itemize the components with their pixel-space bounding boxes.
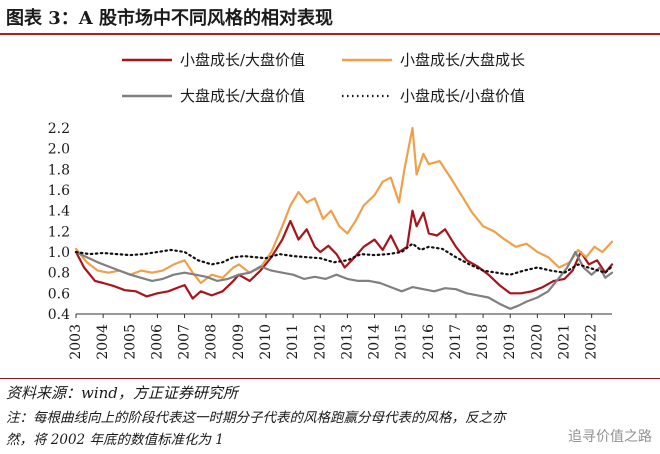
x-tick-label: 2010: [258, 324, 274, 360]
legend-label-2: 小盘成长/大盘成长: [400, 51, 525, 69]
x-tick-label: 2019: [502, 324, 518, 360]
source-text: 资料来源：wind，方正证券研究所: [6, 384, 238, 402]
footer-divider: [0, 378, 660, 379]
series-line-2: [74, 126, 614, 285]
series-line-1: [74, 209, 614, 300]
y-tick-label: 0.6: [48, 286, 70, 302]
series-line-4: [74, 242, 614, 276]
x-tick-label: 2006: [149, 324, 165, 360]
y-tick-label: 1.6: [48, 183, 70, 199]
y-tick-label: 0.8: [48, 266, 70, 282]
y-tick-label: 1.2: [48, 224, 70, 240]
x-tick-label: 2003: [68, 324, 84, 360]
x-tick-label: 2007: [177, 324, 193, 360]
watermark: 追寻价值之路: [568, 429, 652, 445]
x-tick-label: 2020: [529, 324, 545, 360]
y-axis: 2.2 2.0 1.8 1.6 1.4 1.2 1.0 0.8 0.6 0.4: [48, 121, 70, 323]
legend-label-3: 大盘成长/大盘价值: [180, 87, 305, 105]
chart-title: 图表 3：A 股市场中不同风格的相对表现: [6, 8, 334, 29]
legend-label-4: 小盘成长/小盘价值: [400, 87, 525, 105]
y-tick-label: 2.0: [48, 142, 70, 158]
x-tick-label: 2021: [557, 324, 573, 360]
x-tick-label: 2011: [285, 324, 301, 360]
x-tick-label: 2009: [231, 324, 247, 360]
x-tick-label: 2015: [394, 324, 410, 360]
title-divider: [0, 33, 660, 35]
x-tick-label: 2012: [312, 324, 328, 360]
y-tick-label: 1.8: [48, 162, 70, 178]
y-tick-label: 0.4: [48, 307, 70, 323]
x-tick-label: 2017: [448, 324, 464, 360]
y-tick-label: 2.2: [48, 121, 70, 137]
x-tick-label: 2022: [584, 324, 600, 360]
x-tick-label: 2013: [339, 324, 355, 360]
x-axis: 2003 2004 2005 2006 2007 2008 2009 2010 2011 2012…: [68, 313, 612, 360]
footnote-text: 注：每根曲线向上的阶段代表这一时期分子代表的风格跑赢分母代表的风格，反之亦然，将…: [6, 410, 506, 448]
x-tick-label: 2004: [95, 324, 111, 360]
series-line-3: [74, 250, 614, 310]
legend-label-1: 小盘成长/大盘价值: [180, 51, 305, 69]
plot-area: [74, 126, 614, 310]
y-tick-label: 1.4: [48, 204, 70, 220]
x-tick-label: 2018: [475, 324, 491, 360]
x-tick-label: 2008: [204, 324, 220, 360]
x-tick-label: 2005: [122, 324, 138, 360]
x-tick-label: 2016: [421, 324, 437, 360]
x-tick-label: 2014: [367, 324, 383, 360]
y-tick-label: 1.0: [48, 245, 70, 261]
